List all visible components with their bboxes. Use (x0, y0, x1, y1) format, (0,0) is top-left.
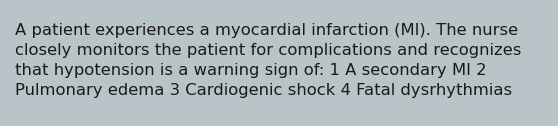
Text: A patient experiences a myocardial infarction (MI). The nurse
closely monitors t: A patient experiences a myocardial infar… (15, 23, 521, 98)
